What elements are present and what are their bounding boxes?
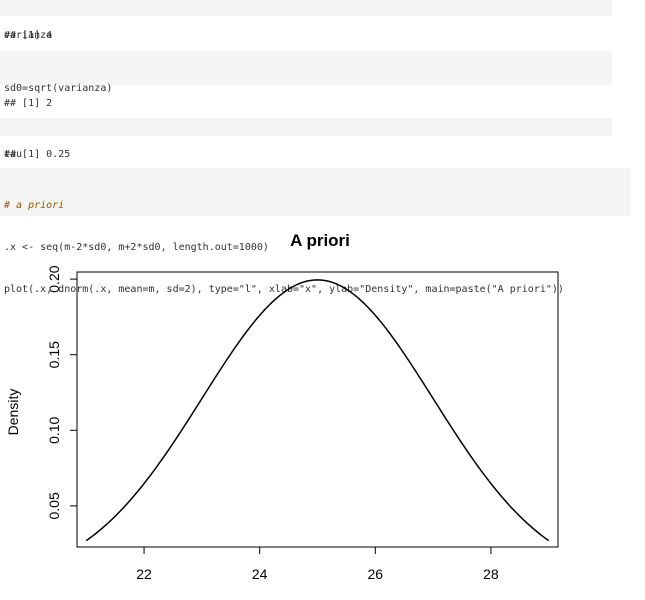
x-tick-label: 28 bbox=[483, 566, 499, 582]
y-tick-label: 0.15 bbox=[46, 341, 62, 368]
x-axis: 22 24 26 28 bbox=[136, 546, 499, 582]
y-axis: 0.05 0.10 0.15 0.20 bbox=[46, 265, 78, 520]
code-block-4: # a priori .x <- seq(m-2*sd0, m+2*sd0, l… bbox=[0, 168, 630, 295]
y-tick-label: 0.05 bbox=[46, 492, 62, 519]
code-line: sd0=sqrt(varianza) bbox=[4, 82, 608, 96]
plot-box bbox=[76, 271, 559, 548]
code-comment: # a priori bbox=[4, 200, 65, 211]
x-tick-label: 24 bbox=[252, 566, 268, 582]
console-output: ## [1] 0.25 bbox=[4, 149, 71, 160]
code-block-2: sd0=sqrt(varianza) sd0 bbox=[0, 51, 612, 136]
x-tick-label: 26 bbox=[368, 566, 384, 582]
console-output: ## [1] 4 bbox=[4, 30, 53, 41]
chart-title: A priori bbox=[290, 231, 350, 250]
code-line: plot(.x, dnorm(.x, mean=m, sd=2), type="… bbox=[4, 284, 564, 295]
y-tick-label: 0.20 bbox=[46, 265, 62, 292]
code-block-1: varianza bbox=[0, 0, 612, 41]
code-line: .x <- seq(m-2*sd0, m+2*sd0, length.out=1… bbox=[4, 242, 269, 253]
code-text: sd0=sqrt(varianza) bbox=[4, 83, 113, 94]
code-line: varianza bbox=[4, 30, 53, 41]
code-line: tau bbox=[4, 149, 23, 160]
x-tick-label: 22 bbox=[136, 566, 152, 582]
y-axis-label: Density bbox=[5, 389, 21, 436]
console-output: ## [1] 2 bbox=[4, 98, 53, 109]
density-curve bbox=[85, 279, 550, 542]
density-plot: A priori 22 24 26 28 0.05 0.10 0.15 0.20 Densi… bbox=[5, 231, 559, 582]
y-tick-label: 0.10 bbox=[46, 416, 62, 443]
code-block-3: tau bbox=[0, 118, 612, 160]
